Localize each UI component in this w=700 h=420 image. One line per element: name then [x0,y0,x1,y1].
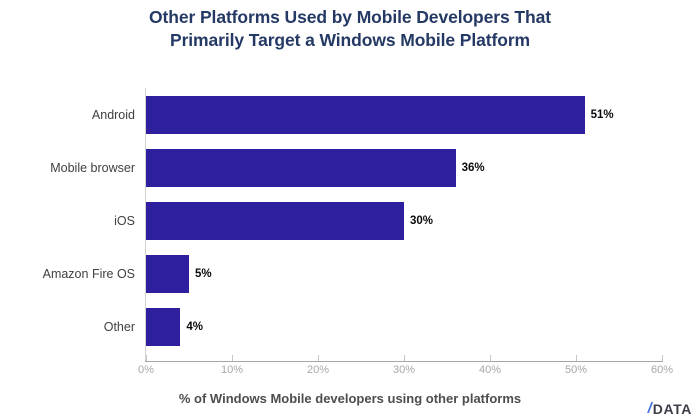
x-tick-mark-10 [232,355,233,361]
x-tick-mark-50 [576,355,577,361]
x-axis-ticks: 0% 10% 20% 30% 40% 50% 60% [138,355,673,379]
bar-android[interactable] [146,96,585,134]
bar-value-amazon-fire-os: 5% [195,268,212,280]
x-tick-mark-20 [318,355,319,361]
x-tick-label-0: 0% [138,364,154,376]
y-axis-label-android: Android [91,108,135,122]
x-tick-mark-0 [146,355,147,361]
plot-area: 51% 36% 30% 5% 4% [146,88,662,360]
chart-title: Other Platforms Used by Mobile Developer… [0,6,700,52]
x-tick-mark-30 [404,355,405,361]
x-tick-label-60: 60% [650,364,674,376]
y-axis-category-labels: Android Mobile browser iOS Amazon Fire O… [0,88,135,362]
chart-title-line-2: Primarily Target a Windows Mobile Platfo… [170,30,530,50]
chart-title-line-1: Other Platforms Used by Mobile Developer… [149,7,551,27]
x-tick-label-20: 20% [306,364,330,376]
brand-logo: / DATA [648,401,692,416]
x-axis-line [145,361,663,362]
y-axis-label-ios: iOS [114,214,135,228]
x-tick-label-30: 30% [392,364,416,376]
y-axis-label-other: Other [103,320,135,334]
bar-value-android: 51% [590,109,614,121]
x-axis-title: % of Windows Mobile developers using oth… [178,391,522,406]
y-axis-label-amazon-fire-os: Amazon Fire OS [42,267,135,281]
bar-mobile-browser[interactable] [146,149,456,187]
logo-wordmark: DATA [652,400,692,417]
x-tick-label-10: 10% [220,364,244,376]
bar-amazon-fire-os[interactable] [146,255,189,293]
x-tick-mark-60 [662,355,663,361]
bar-value-other: 4% [186,321,204,333]
x-tick-label-40: 40% [478,364,502,376]
x-tick-label-50: 50% [564,364,588,376]
y-axis-label-mobile-browser: Mobile browser [50,161,135,175]
bar-value-ios: 30% [410,215,434,227]
x-tick-mark-40 [490,355,491,361]
bar-ios[interactable] [146,202,404,240]
bar-value-mobile-browser: 36% [461,162,485,174]
y-axis-line [145,88,146,362]
bar-other[interactable] [146,308,181,346]
logo-slash-icon: / [647,400,652,417]
